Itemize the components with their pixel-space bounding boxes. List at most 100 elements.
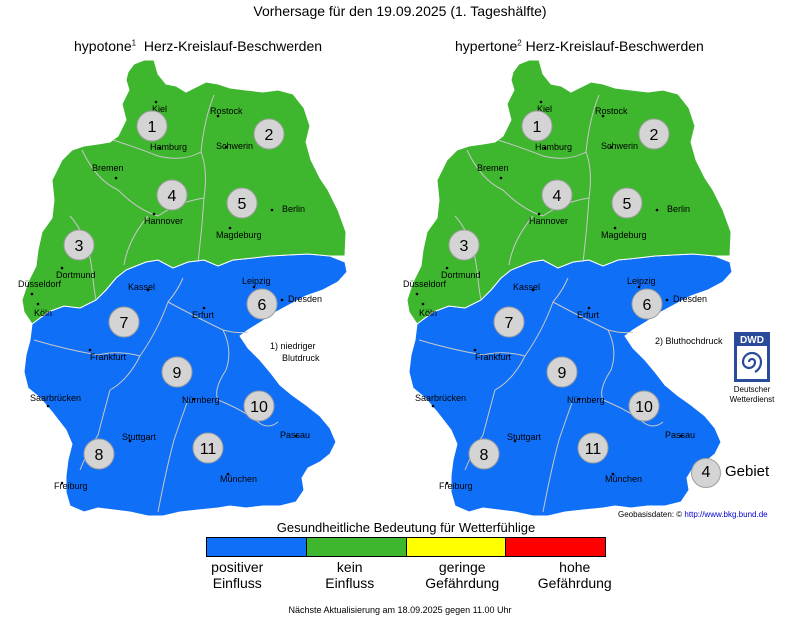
city-dot <box>499 176 503 180</box>
city-dot <box>294 434 298 438</box>
legend-label-high: hohe Gefährdung <box>519 559 632 591</box>
city-label: Dresden <box>288 294 322 304</box>
city-dot <box>192 397 196 401</box>
city-dot <box>224 145 228 149</box>
legend-label-line: geringe <box>438 559 486 575</box>
city-dot <box>539 100 543 104</box>
region-number: 8 <box>95 447 104 464</box>
city-dot <box>152 212 156 216</box>
city-dot <box>577 397 581 401</box>
region-number: 11 <box>200 441 217 458</box>
dwd-name: Deutscher Wetterdienst <box>711 385 793 405</box>
region-badge <box>468 438 500 470</box>
city-label: Dortmund <box>56 270 96 280</box>
region-number: 1 <box>533 119 542 136</box>
region-badge <box>226 187 258 219</box>
city-dot <box>128 439 132 443</box>
city-label: Leipzig <box>627 276 656 286</box>
legend-label-line: Gefährdung <box>425 575 500 591</box>
region-number: 2 <box>650 127 659 144</box>
region-badge <box>192 432 224 464</box>
city-label: Nürnberg <box>182 395 220 405</box>
geobasis-credit: Geobasisdaten: © http://www.bkg.bund.de <box>618 510 768 519</box>
city-dot <box>30 292 34 296</box>
region-badge <box>83 438 115 470</box>
city-dot <box>216 114 220 118</box>
city-dot <box>611 472 615 476</box>
region-number: 4 <box>553 188 562 205</box>
note-line: 2) Bluthochdruck <box>655 336 723 346</box>
region-number: 10 <box>250 399 268 416</box>
city-label: Stuttgart <box>507 432 542 442</box>
update-footer: Nächste Aktualisierung am 18.09.2025 geg… <box>288 605 512 615</box>
city-label: Frankfurt <box>90 352 127 362</box>
city-label: Leipzig <box>242 276 271 286</box>
map-title-hypertone: hypertone2 Herz-Kreislauf-Beschwerden <box>455 38 704 54</box>
city-dot <box>431 404 435 408</box>
city-dot <box>421 302 425 306</box>
region-number: 7 <box>505 315 514 332</box>
region-borders <box>418 94 664 513</box>
city-label: Erfurt <box>192 310 215 320</box>
region-badge <box>493 306 525 338</box>
dwd-logo-text: DWD <box>740 335 764 346</box>
dwd-name-line: Wetterdienst <box>729 395 775 404</box>
page-title: Vorhersage für den 19.09.2025 (1. Tagesh… <box>253 3 547 19</box>
city-dot <box>445 481 449 485</box>
city-dot <box>537 212 541 216</box>
city-dot <box>637 285 641 289</box>
city-label: München <box>220 474 257 484</box>
legend-label-positive: positiver Einfluss <box>181 559 294 591</box>
legend-swatch-high <box>505 538 605 556</box>
region-number: 5 <box>238 196 247 213</box>
region-number: 2 <box>265 127 274 144</box>
region-badge <box>611 187 643 219</box>
city-label: Düsseldorf <box>403 279 447 289</box>
region-badge <box>638 118 670 150</box>
region-badge <box>521 110 553 142</box>
geobasis-link[interactable]: http://www.bkg.bund.de <box>684 510 768 519</box>
city-dot <box>473 348 477 352</box>
city-label: Düsseldorf <box>18 279 62 289</box>
region-number: 1 <box>148 119 157 136</box>
city-dot <box>46 404 50 408</box>
city-dot <box>36 302 40 306</box>
city-label: Freiburg <box>54 481 88 491</box>
city-dot <box>114 176 118 180</box>
region-number: 4 <box>168 188 177 205</box>
city-dot <box>146 288 150 292</box>
legend-title: Gesundheitliche Bedeutung für Wetterfühl… <box>276 520 536 535</box>
city-label: Bremen <box>477 163 509 173</box>
city-label: Dresden <box>673 294 707 304</box>
city-dot <box>226 472 230 476</box>
region-number: 9 <box>558 365 567 382</box>
city-dot <box>601 114 605 118</box>
region-number: 3 <box>460 238 469 255</box>
gebiet-label: Gebiet <box>725 463 770 480</box>
city-label: Bremen <box>92 163 124 173</box>
copyright-icon: © <box>676 510 683 519</box>
city-dot <box>228 226 232 230</box>
legend-label-line: hohe <box>559 559 591 575</box>
city-label: Rostock <box>210 106 243 116</box>
region-badge <box>546 356 578 388</box>
note-line: 1) niedriger <box>270 341 316 351</box>
legend-label-line: Einfluss <box>325 575 375 591</box>
city-label: Schwerin <box>601 141 638 151</box>
city-label: Berlin <box>667 204 690 214</box>
note-hypertone: 2) Bluthochdruck <box>655 335 723 347</box>
city-dot <box>587 306 591 310</box>
map-hypertone: Kiel Rostock Hamburg Schwerin Bremen Hannover… <box>403 59 733 517</box>
legend-swatch-low <box>405 538 506 556</box>
region-number: 8 <box>480 447 489 464</box>
city-markers: Kiel Rostock Hamburg Schwerin Bremen Hannover… <box>403 100 707 491</box>
city-label: Kiel <box>152 104 167 114</box>
city-dot <box>252 285 256 289</box>
city-dot <box>88 348 92 352</box>
city-label: Passau <box>280 430 310 440</box>
city-label: Schwerin <box>216 141 253 151</box>
city-label: Stuttgart <box>122 432 157 442</box>
region-badge <box>253 118 285 150</box>
note-hypotone: 1) niedriger Blutdruck <box>270 340 320 364</box>
city-dot <box>513 439 517 443</box>
